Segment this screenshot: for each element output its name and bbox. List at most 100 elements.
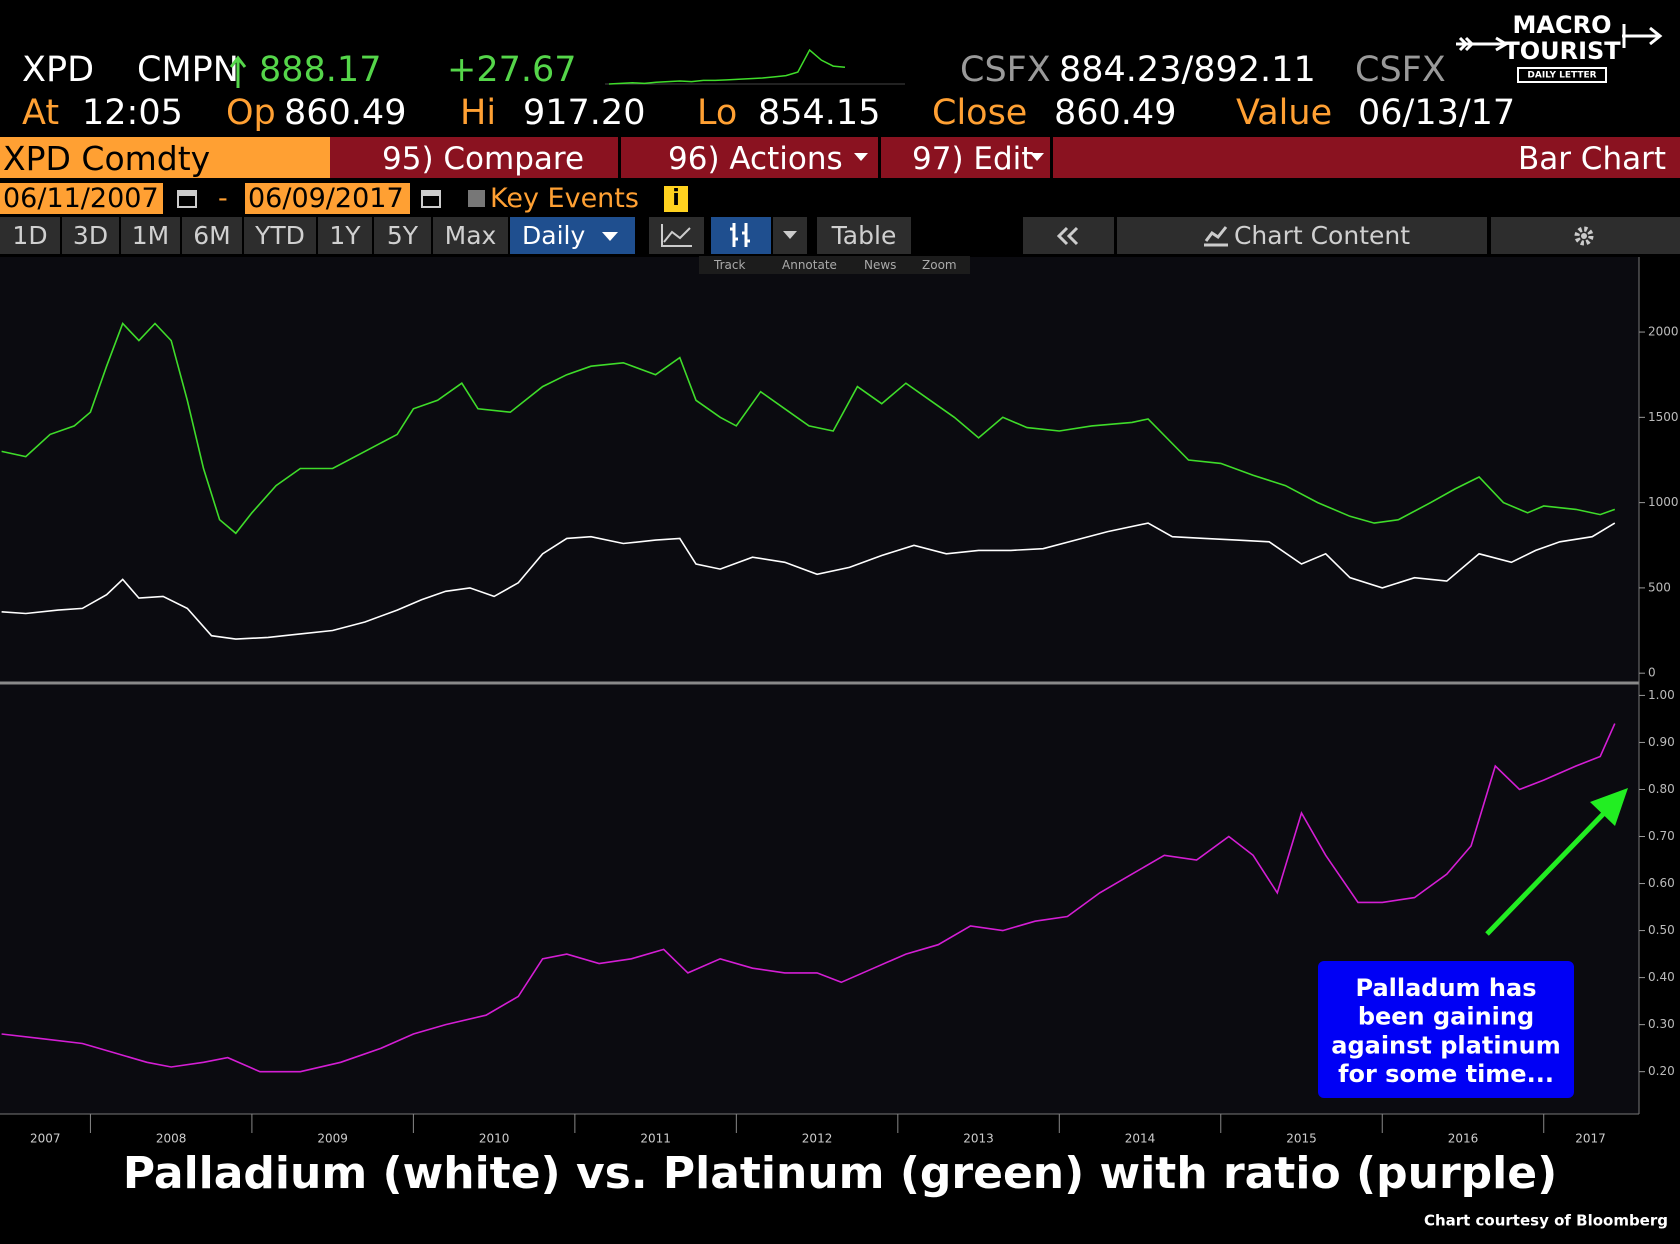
tool-button[interactable]: News <box>864 258 897 272</box>
arrow <box>1485 805 1612 936</box>
menu-compare[interactable]: 95) Compare <box>382 141 585 177</box>
x-tick-label: 2013 <box>963 1132 994 1146</box>
y-tick-label: 2000 <box>1648 325 1679 339</box>
y-tick-label: 1.00 <box>1648 688 1675 702</box>
chart-content-button[interactable]: Chart Content <box>1117 217 1487 254</box>
x-tick-label: 2007 <box>30 1132 61 1146</box>
range-button[interactable]: 1Y <box>318 217 372 254</box>
end-date: 06/09/2017 <box>248 183 404 214</box>
arrow-head <box>1590 788 1628 826</box>
divider <box>618 137 621 178</box>
last-price: 888.17 <box>259 50 382 90</box>
credit: Chart courtesy of Bloomberg <box>1424 1212 1668 1230</box>
range-button[interactable]: 6M <box>182 217 242 254</box>
y-tick-label: 0.60 <box>1648 876 1675 890</box>
logo-tagline: DAILY LETTER <box>1527 71 1596 81</box>
y-tick-label: 500 <box>1648 580 1671 594</box>
key-events[interactable]: Key Events <box>490 183 639 214</box>
stat-value: 917.20 <box>523 93 646 133</box>
info-icon[interactable]: i <box>664 186 688 212</box>
range-button[interactable]: Max <box>433 217 508 254</box>
caption: Palladium (white) vs. Platinum (green) w… <box>123 1148 1557 1199</box>
caret <box>1030 153 1044 161</box>
range-button[interactable]: 3D <box>62 217 119 254</box>
x-tick-label: 2010 <box>479 1132 510 1146</box>
menu-bar <box>330 137 1680 178</box>
y-tick-label: 0.40 <box>1648 970 1675 984</box>
stat-label: At <box>22 93 60 133</box>
calendar-icon[interactable] <box>420 187 442 209</box>
range-button[interactable]: 1M <box>121 217 180 254</box>
gear-icon <box>1574 226 1594 246</box>
x-tick-label: 2015 <box>1286 1132 1317 1146</box>
data-line <box>1 522 1616 640</box>
tool-strip <box>699 256 970 274</box>
bid-ask: 884.23/892.11 <box>1059 50 1316 90</box>
annotation-line: for some time... <box>1338 1060 1554 1088</box>
tool-button[interactable]: Annotate <box>782 258 837 272</box>
change: +27.67 <box>447 50 577 90</box>
security: XPD Comdty <box>3 139 211 178</box>
annotation-line: Palladum has <box>1356 974 1537 1002</box>
stat-value: 860.49 <box>1054 93 1177 133</box>
up-arrow <box>229 55 247 88</box>
data-line <box>1 322 1616 535</box>
bid-source: CSFX <box>960 50 1051 90</box>
table-button[interactable]: Table <box>817 217 911 254</box>
logo-line1: MACRO <box>1513 11 1612 39</box>
menu-edit[interactable]: 97) Edit <box>912 141 1034 177</box>
caret <box>783 231 797 239</box>
x-tick-label: 2009 <box>317 1132 348 1146</box>
menu-actions[interactable]: 96) Actions <box>668 141 843 177</box>
calendar-icon[interactable] <box>176 187 198 209</box>
x-tick-label: 2014 <box>1125 1132 1156 1146</box>
checkbox[interactable] <box>468 190 485 207</box>
x-tick-label: 2011 <box>640 1132 671 1146</box>
caret <box>602 232 618 241</box>
sparkline-line <box>608 48 846 85</box>
security-box[interactable] <box>0 137 330 178</box>
data-line <box>1 723 1616 1073</box>
stat-label: Value <box>1236 93 1333 133</box>
stat-label: Close <box>932 93 1028 133</box>
x-tick-label: 2017 <box>1575 1132 1606 1146</box>
stat-value: 860.49 <box>284 93 407 133</box>
stat-value: 12:05 <box>82 93 183 133</box>
tool-button[interactable]: Track <box>714 258 746 272</box>
range-button[interactable]: 5Y <box>374 217 431 254</box>
y-tick-label: 0.70 <box>1648 829 1675 843</box>
stat-label: Hi <box>460 93 497 133</box>
chart-content-icon <box>1204 226 1228 247</box>
annotation-line: been gaining <box>1358 1003 1534 1031</box>
tool-button[interactable]: Zoom <box>922 258 957 272</box>
start-date-box[interactable] <box>0 183 163 214</box>
bar-icon <box>730 223 750 247</box>
date-separator: - <box>218 183 228 214</box>
ticker: XPD <box>22 50 95 90</box>
annotation-box <box>1318 961 1574 1098</box>
caret <box>854 153 868 161</box>
range-button[interactable]: 1D <box>0 217 60 254</box>
x-tick-label: 2012 <box>802 1132 833 1146</box>
y-tick-label: 1000 <box>1648 495 1679 509</box>
logo-line2: TOURIST <box>1503 37 1621 65</box>
divider <box>1050 137 1053 178</box>
stat-value: 06/13/17 <box>1358 93 1516 133</box>
end-date-box[interactable] <box>245 183 410 214</box>
divider <box>878 137 881 178</box>
sparkline <box>605 48 905 85</box>
x-tick-label: 2008 <box>156 1132 187 1146</box>
chevrons-icon <box>1056 226 1079 246</box>
logo: MACRO TOURIST DAILY LETTER <box>1456 11 1663 83</box>
y-tick-label: 0.80 <box>1648 782 1675 796</box>
chart-type[interactable]: Bar Chart <box>1517 141 1666 177</box>
y-tick-label: 0.30 <box>1648 1017 1675 1031</box>
y-tick-label: 1500 <box>1648 410 1679 424</box>
source: CMPN <box>137 50 239 90</box>
range-button[interactable]: YTD <box>244 217 316 254</box>
y-tick-label: 0 <box>1648 666 1656 680</box>
y-tick-label: 0.90 <box>1648 735 1675 749</box>
bar-chart-button[interactable] <box>711 217 771 254</box>
